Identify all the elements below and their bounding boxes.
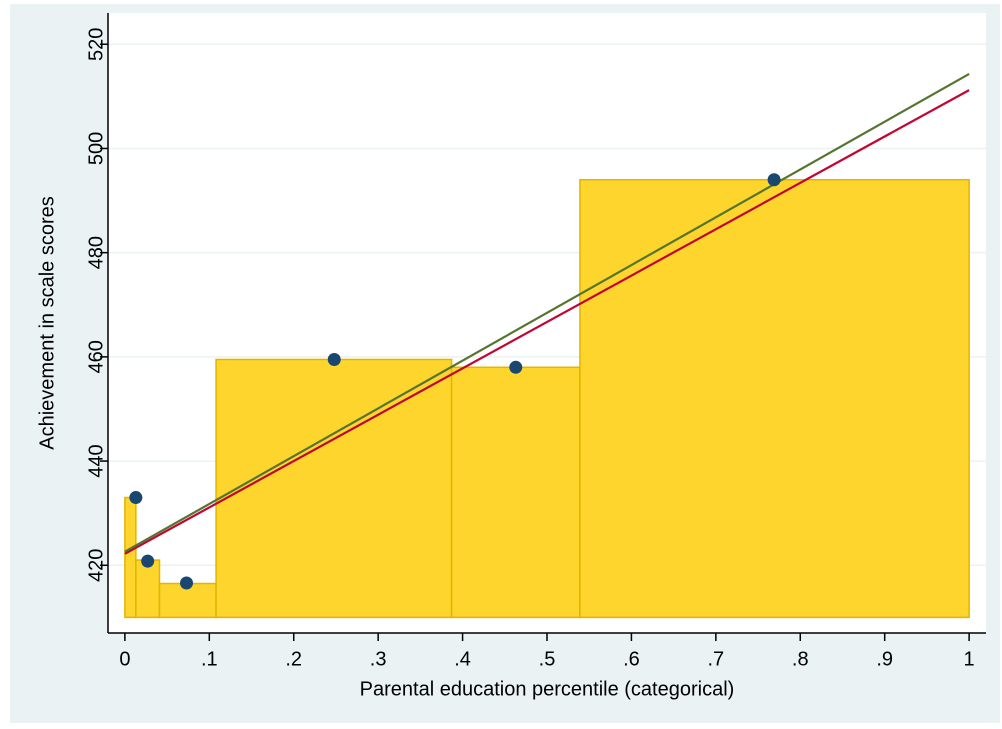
- x-tick-label: .4: [454, 648, 471, 670]
- bar: [579, 178, 970, 619]
- bar: [450, 366, 581, 619]
- fit-line: [124, 89, 970, 555]
- point: [129, 491, 143, 505]
- x-tick-label: .7: [708, 648, 725, 670]
- y-tick-label: 420: [85, 549, 107, 582]
- x-tick-label: 1: [964, 648, 975, 670]
- x-axis-title: Parental education percentile (categoric…: [360, 678, 735, 700]
- y-axis-title: Achievement in scale scores: [36, 196, 58, 449]
- y-tick-label: 460: [85, 340, 107, 373]
- y-tick-label: 500: [85, 132, 107, 165]
- bar: [135, 559, 161, 619]
- point: [509, 360, 523, 374]
- x-tick-label: .8: [792, 648, 809, 670]
- fit-line: [124, 73, 970, 553]
- point: [141, 554, 155, 568]
- y-tick-label: 480: [85, 236, 107, 269]
- x-tick-label: .5: [539, 648, 556, 670]
- x-tick-label: .6: [623, 648, 640, 670]
- x-tick-label: .9: [876, 648, 893, 670]
- point: [767, 173, 781, 187]
- bar: [124, 496, 137, 619]
- x-tick-label: .3: [370, 648, 387, 670]
- x-tick-label: 0: [119, 648, 130, 670]
- y-tick-label: 520: [85, 28, 107, 61]
- y-tick-label: 440: [85, 444, 107, 477]
- point: [327, 352, 341, 366]
- x-tick-label: .1: [201, 648, 218, 670]
- bar: [215, 358, 453, 619]
- point: [180, 576, 194, 590]
- x-tick-label: .2: [285, 648, 302, 670]
